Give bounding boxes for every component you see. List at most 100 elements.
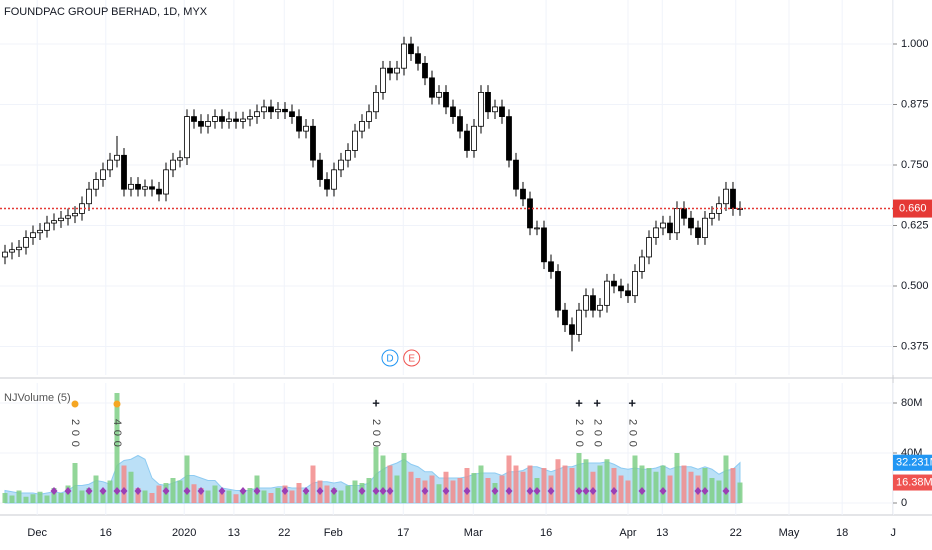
volume-bar xyxy=(205,490,211,503)
signal-diamond xyxy=(113,487,121,495)
indicator-title: NJVolume (5) xyxy=(4,392,71,404)
y-tick-label: 0.875 xyxy=(901,98,929,110)
volume-bar xyxy=(387,465,393,503)
volume-bar xyxy=(184,455,190,503)
candle-body xyxy=(583,295,589,311)
volume-bar xyxy=(450,480,456,503)
candle-body xyxy=(156,188,162,195)
volume-bar xyxy=(401,453,407,503)
candle-body xyxy=(541,227,547,263)
volume-bar xyxy=(618,475,624,503)
volume-bar xyxy=(366,478,372,503)
volume-bar xyxy=(723,455,729,503)
candle-body xyxy=(9,249,15,253)
signal-dot xyxy=(71,400,79,408)
candle-body xyxy=(268,106,274,113)
volume-bar xyxy=(506,455,512,503)
volume-bar xyxy=(352,480,358,503)
x-tick-label: Dec xyxy=(27,527,47,539)
candle-body xyxy=(240,118,246,122)
volume-bar xyxy=(247,488,253,503)
candle-body xyxy=(205,121,211,127)
candle-body xyxy=(709,212,715,219)
volume-bar xyxy=(16,490,22,503)
volume-bar xyxy=(576,453,582,503)
candle-body xyxy=(408,43,414,55)
candle-body xyxy=(121,154,127,190)
volume-bar xyxy=(51,488,57,503)
signal-diamond xyxy=(197,487,205,495)
volume-bar xyxy=(191,484,197,503)
signal-diamond xyxy=(582,487,590,495)
volume-bar xyxy=(135,488,141,503)
candle-body xyxy=(86,188,92,205)
volume-bar xyxy=(233,494,239,503)
candle-body xyxy=(51,220,57,224)
signal-diamond xyxy=(421,487,429,495)
signal-diamond xyxy=(505,487,513,495)
grid xyxy=(0,0,894,515)
candle-body xyxy=(478,91,484,127)
signal-diamond xyxy=(120,487,128,495)
signal-diamond xyxy=(162,487,170,495)
candle-body xyxy=(359,121,365,132)
last-value-box xyxy=(893,474,932,491)
signal-diamond xyxy=(372,487,380,495)
candle-body xyxy=(261,106,267,113)
signal-diamond xyxy=(316,487,324,495)
candle-body xyxy=(275,108,281,113)
volume-bar xyxy=(93,475,99,503)
signal-diamond xyxy=(547,487,555,495)
candle-body xyxy=(65,215,71,219)
signal-diamond xyxy=(610,487,618,495)
candle-body xyxy=(653,227,659,238)
volume-bar xyxy=(142,490,148,503)
volume-bar xyxy=(597,465,603,503)
signal-diamond xyxy=(218,487,226,495)
volume-bar xyxy=(499,475,505,503)
candle-body xyxy=(569,324,575,335)
volume-bar xyxy=(555,459,561,503)
volume-bar xyxy=(583,459,589,503)
candle-body xyxy=(387,67,393,74)
volume-bar xyxy=(58,493,64,503)
volume-bar xyxy=(324,485,330,503)
last-price-box xyxy=(893,199,932,218)
signal-dot xyxy=(113,400,121,408)
volume-bar xyxy=(310,465,316,503)
signal-diamond xyxy=(589,487,597,495)
volume-bar xyxy=(380,455,386,503)
volume-bar xyxy=(639,465,645,503)
candle-body xyxy=(681,208,687,219)
candle-body xyxy=(443,91,449,108)
candle-body xyxy=(191,116,197,122)
candle-body xyxy=(282,108,288,113)
candle-body xyxy=(576,309,582,335)
y-tick-label: 0.375 xyxy=(901,340,929,352)
volume-bar xyxy=(44,495,50,503)
signal-diamond xyxy=(64,487,72,495)
volume-bar xyxy=(338,490,344,503)
volume-bar xyxy=(527,465,533,503)
volume-bar xyxy=(660,465,666,503)
candle-body xyxy=(485,91,491,113)
signal-diamond xyxy=(491,487,499,495)
candle-body xyxy=(667,222,673,234)
candle-body xyxy=(93,179,99,190)
signal-diamond xyxy=(694,487,702,495)
volume-bar xyxy=(268,493,274,503)
last-price-label: 0.660 xyxy=(899,202,927,214)
candle-body xyxy=(289,111,295,117)
candle-body xyxy=(380,67,386,93)
candle-body xyxy=(198,121,204,127)
volume-bar xyxy=(177,480,183,503)
candle-body xyxy=(646,237,652,258)
signal-diamond xyxy=(183,487,191,495)
signal-diamond xyxy=(463,487,471,495)
y-tick-label: 1.000 xyxy=(901,38,929,50)
signal-diamond xyxy=(330,487,338,495)
